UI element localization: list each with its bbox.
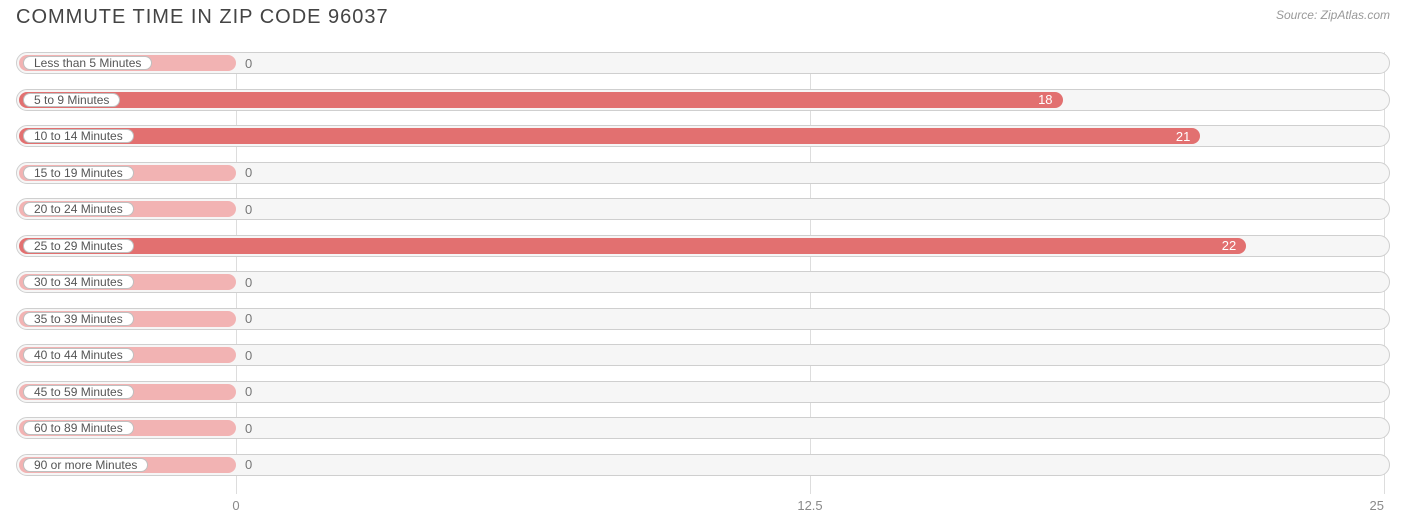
bar-value: 21 xyxy=(1176,129,1190,144)
bar-row: 0 Less than 5 Minutes xyxy=(16,52,1390,80)
chart-plot-area: 0 Less than 5 Minutes 18 5 to 9 Minutes 21 10… xyxy=(16,52,1390,494)
chart-title: COMMUTE TIME IN ZIP CODE 96037 xyxy=(16,6,389,29)
bar-value: 0 xyxy=(239,454,252,476)
bar-value: 0 xyxy=(239,417,252,439)
bar-row: 0 40 to 44 Minutes xyxy=(16,344,1390,372)
bar-row: 0 30 to 34 Minutes xyxy=(16,271,1390,299)
bar-row: 18 5 to 9 Minutes xyxy=(16,89,1390,117)
bar-row: 0 90 or more Minutes xyxy=(16,454,1390,482)
bar-value: 0 xyxy=(239,344,252,366)
category-pill: 60 to 89 Minutes xyxy=(23,421,134,435)
x-tick-label: 0 xyxy=(232,498,239,513)
x-tick-label: 12.5 xyxy=(797,498,822,513)
category-pill: 30 to 34 Minutes xyxy=(23,275,134,289)
bar-fill: 18 xyxy=(19,92,1063,108)
bar-row: 22 25 to 29 Minutes xyxy=(16,235,1390,263)
category-pill: 20 to 24 Minutes xyxy=(23,202,134,216)
bar-value: 0 xyxy=(239,308,252,330)
bar-value: 22 xyxy=(1222,238,1236,253)
bar-value: 0 xyxy=(239,162,252,184)
bar-value: 18 xyxy=(1038,92,1052,107)
bar-fill: 22 xyxy=(19,238,1246,254)
header: COMMUTE TIME IN ZIP CODE 96037 Source: Z… xyxy=(0,0,1406,40)
bar-value: 0 xyxy=(239,52,252,74)
bar-row: 0 20 to 24 Minutes xyxy=(16,198,1390,226)
x-axis: 0 12.5 25 xyxy=(16,498,1390,516)
bar-value: 0 xyxy=(239,381,252,403)
bar-value: 0 xyxy=(239,198,252,220)
category-pill: Less than 5 Minutes xyxy=(23,56,152,70)
category-pill: 15 to 19 Minutes xyxy=(23,166,134,180)
category-pill: 5 to 9 Minutes xyxy=(23,93,120,107)
bar-row: 0 35 to 39 Minutes xyxy=(16,308,1390,336)
category-pill: 45 to 59 Minutes xyxy=(23,385,134,399)
bar-row: 0 45 to 59 Minutes xyxy=(16,381,1390,409)
bar-value: 0 xyxy=(239,271,252,293)
bar-row: 21 10 to 14 Minutes xyxy=(16,125,1390,153)
x-tick-label: 25 xyxy=(1370,498,1384,513)
category-pill: 35 to 39 Minutes xyxy=(23,312,134,326)
category-pill: 10 to 14 Minutes xyxy=(23,129,134,143)
source-attribution: Source: ZipAtlas.com xyxy=(1276,8,1390,22)
bar-row: 0 60 to 89 Minutes xyxy=(16,417,1390,445)
bar-row: 0 15 to 19 Minutes xyxy=(16,162,1390,190)
category-pill: 40 to 44 Minutes xyxy=(23,348,134,362)
category-pill: 90 or more Minutes xyxy=(23,458,148,472)
category-pill: 25 to 29 Minutes xyxy=(23,239,134,253)
bar-fill: 21 xyxy=(19,128,1200,144)
